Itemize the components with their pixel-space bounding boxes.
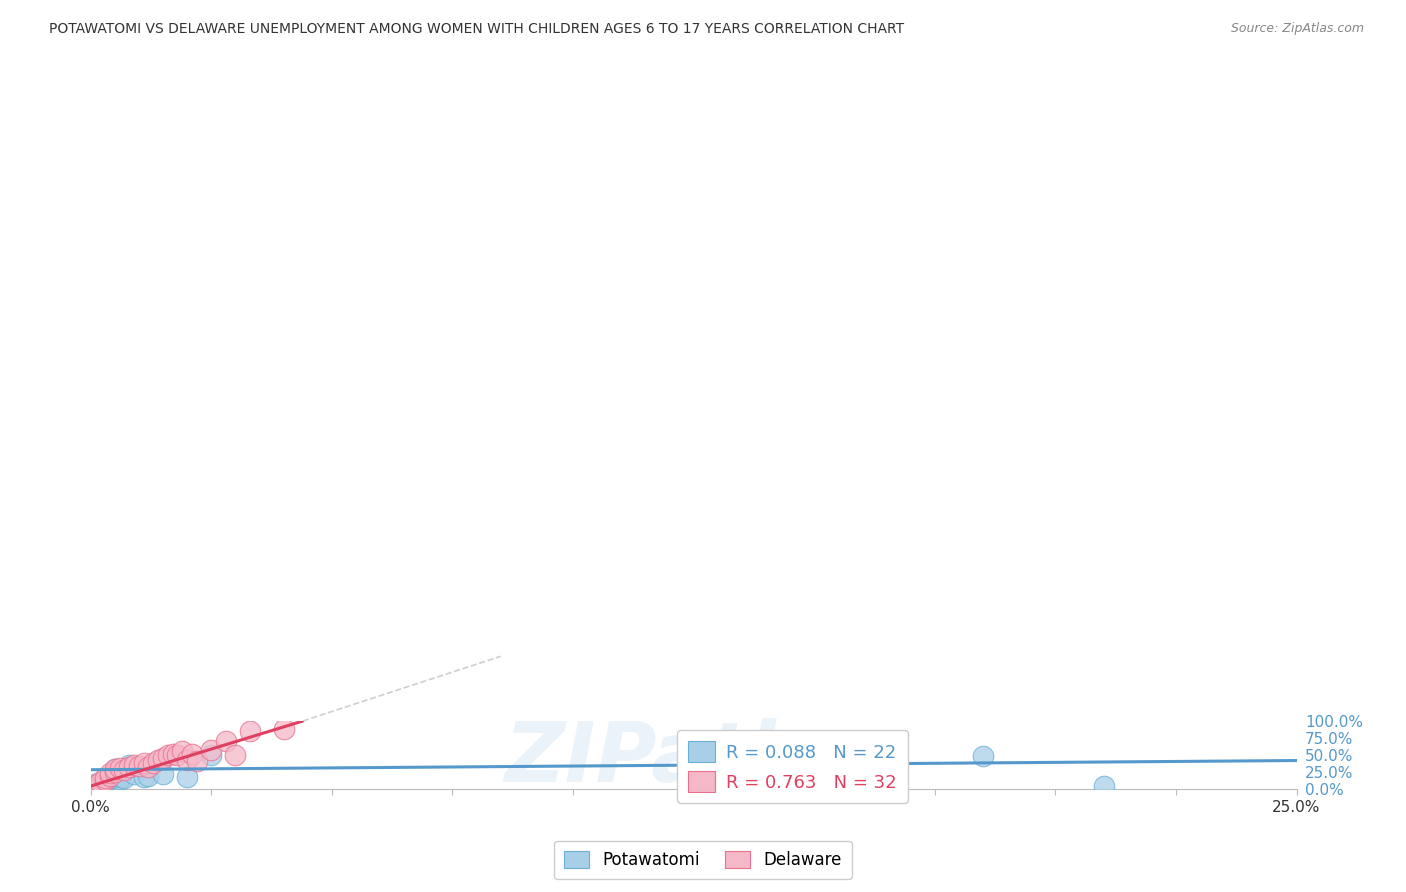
Point — [176, 770, 198, 784]
Point — [152, 767, 174, 781]
Point — [84, 777, 107, 791]
Point — [224, 748, 246, 763]
Point — [89, 779, 111, 793]
Point — [176, 753, 198, 767]
Point — [108, 772, 131, 786]
Point — [98, 771, 121, 785]
Point — [132, 756, 155, 771]
Point — [104, 762, 127, 776]
Point — [89, 779, 111, 793]
Point — [972, 749, 994, 764]
Text: Source: ZipAtlas.com: Source: ZipAtlas.com — [1230, 22, 1364, 36]
Point — [146, 753, 169, 767]
Text: POTAWATOMI VS DELAWARE UNEMPLOYMENT AMONG WOMEN WITH CHILDREN AGES 6 TO 17 YEARS: POTAWATOMI VS DELAWARE UNEMPLOYMENT AMON… — [49, 22, 904, 37]
Point — [104, 765, 127, 780]
Legend: Potawatomi, Delaware: Potawatomi, Delaware — [554, 841, 852, 880]
Point — [122, 767, 145, 781]
Text: ZIPatlas: ZIPatlas — [505, 718, 883, 799]
Point — [239, 724, 262, 739]
Point — [273, 722, 295, 736]
Point — [94, 772, 117, 787]
Point — [89, 775, 111, 789]
Point — [152, 751, 174, 765]
Point — [122, 758, 145, 772]
Point — [94, 771, 117, 785]
Point — [112, 763, 135, 777]
Point — [94, 772, 117, 787]
Point — [89, 775, 111, 789]
Point — [108, 770, 131, 784]
Point — [132, 770, 155, 784]
Point — [138, 759, 160, 773]
Point — [1092, 780, 1115, 794]
Point — [112, 771, 135, 785]
Point — [104, 763, 127, 777]
Point — [98, 765, 121, 780]
Point — [200, 742, 222, 756]
Point — [162, 747, 184, 761]
Point — [215, 733, 238, 747]
Point — [156, 748, 179, 763]
Point — [200, 748, 222, 763]
Point — [104, 762, 127, 776]
Point — [118, 760, 141, 774]
Point — [138, 768, 160, 782]
Legend: R = 0.088   N = 22, R = 0.763   N = 32: R = 0.088 N = 22, R = 0.763 N = 32 — [678, 731, 908, 803]
Point — [98, 768, 121, 782]
Point — [94, 771, 117, 785]
Point — [128, 759, 150, 773]
Point — [84, 780, 107, 795]
Point — [98, 772, 121, 786]
Point — [84, 778, 107, 792]
Point — [118, 758, 141, 772]
Point — [180, 747, 202, 761]
Point — [186, 754, 208, 768]
Point — [166, 748, 188, 763]
Point — [142, 756, 165, 771]
Point — [172, 744, 194, 758]
Point — [84, 780, 107, 795]
Point — [108, 761, 131, 775]
